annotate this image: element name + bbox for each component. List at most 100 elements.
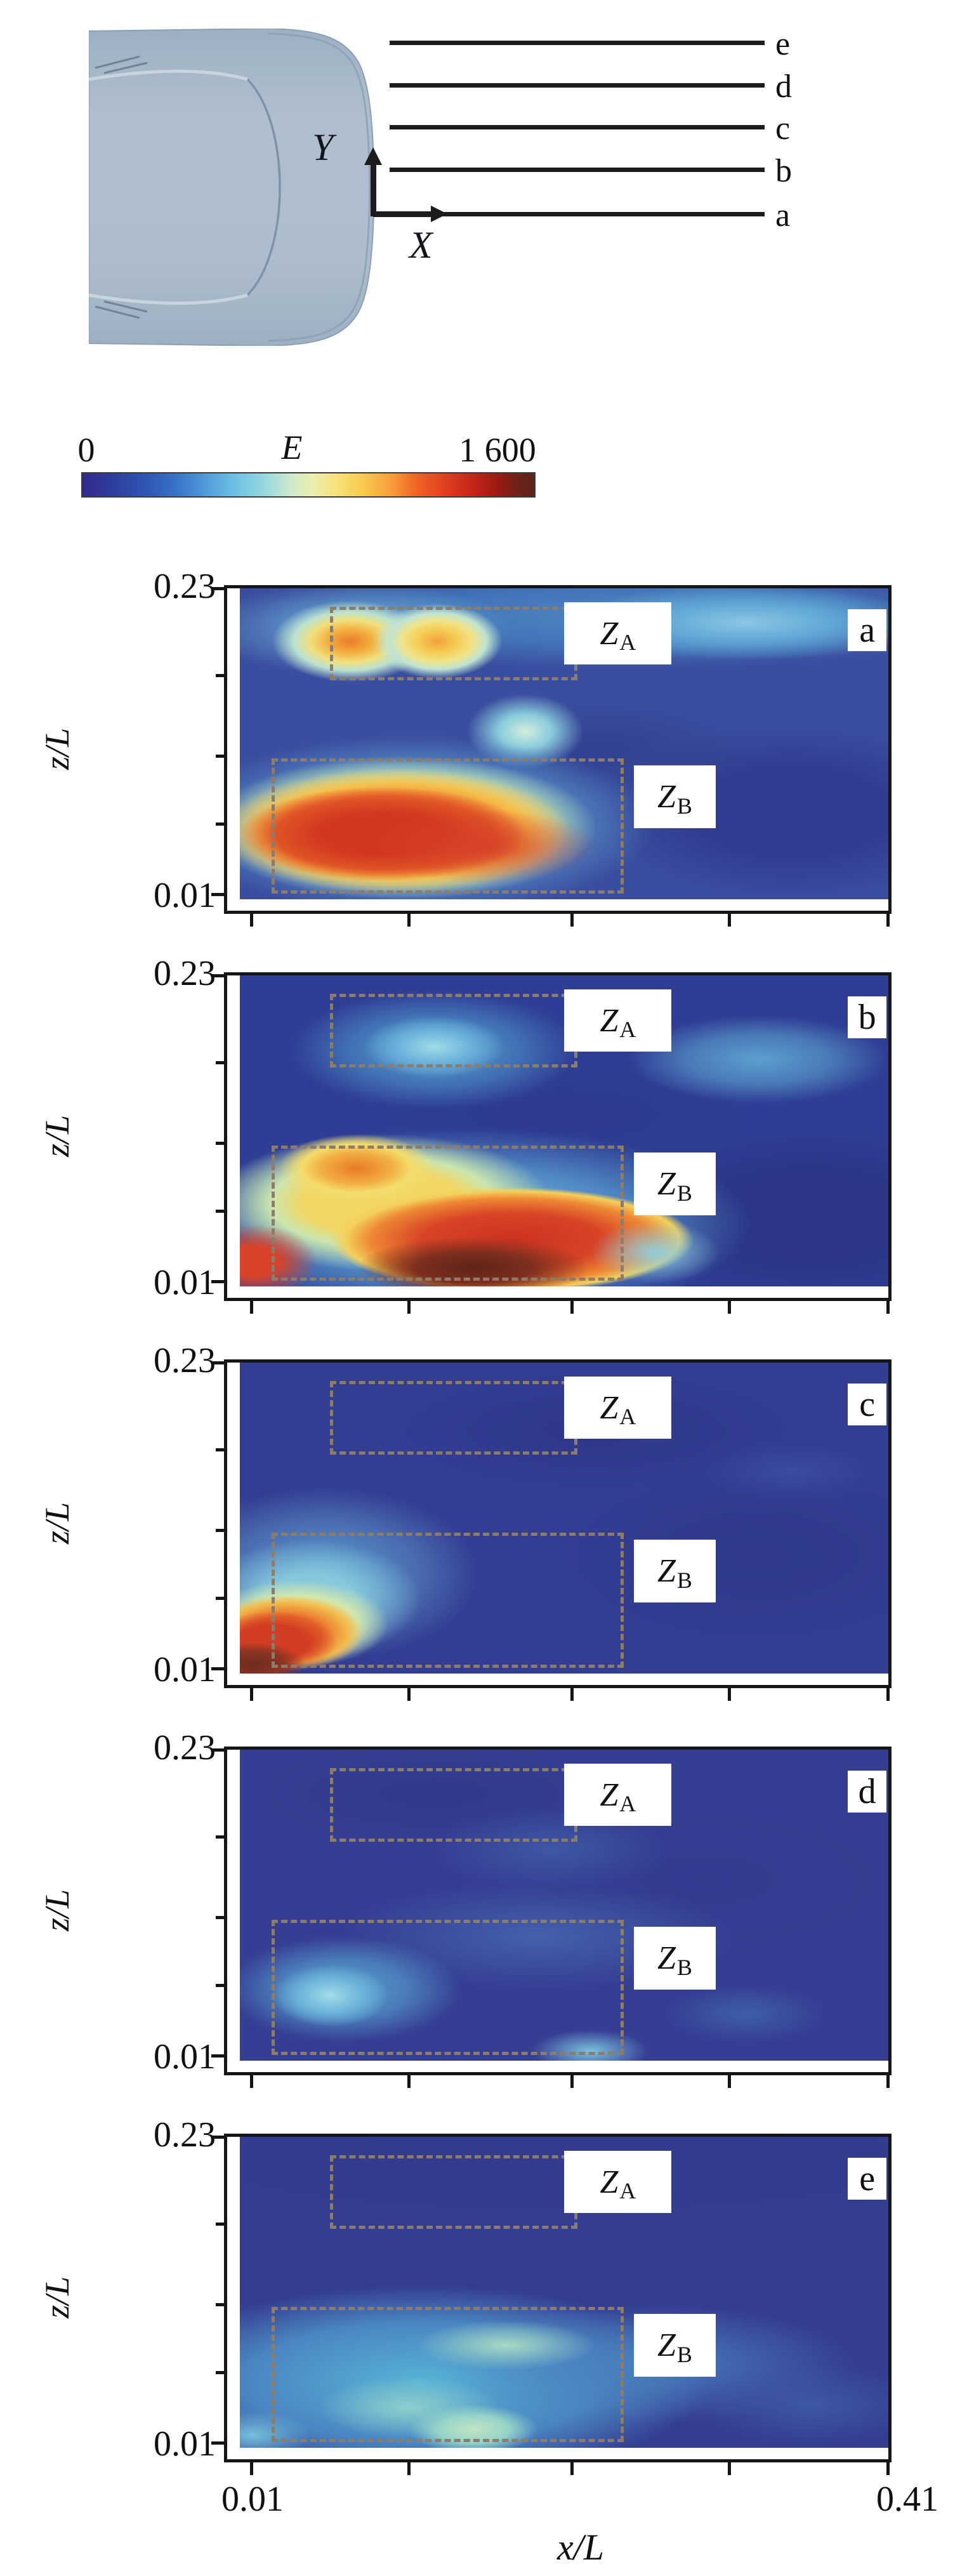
panel-letter-c: c <box>848 1384 886 1426</box>
zone-label-sub: A <box>619 1404 636 1430</box>
car-top-view <box>89 29 376 346</box>
zone-box-zb-d <box>271 1919 624 2055</box>
zone-label-sub: B <box>676 793 692 819</box>
zone-label-sub: B <box>676 1180 692 1206</box>
zone-label-main: Z <box>600 615 619 652</box>
x-tick-label-left: 0.01 <box>221 2480 284 2519</box>
z-axis-tick <box>216 1529 224 1532</box>
zone-label-sub: B <box>676 1568 692 1594</box>
zone-label-main: Z <box>600 1002 619 1039</box>
x-axis-tick <box>570 1301 574 1314</box>
colorbar-gradient <box>81 472 536 498</box>
x-axis-tick <box>407 2462 411 2475</box>
probe-line-c <box>390 125 765 129</box>
contour-field-b <box>240 975 888 1286</box>
x-axis-tick <box>886 1301 890 1314</box>
x-axis-tick <box>886 2075 890 2088</box>
x-axis-tick <box>250 1688 253 1701</box>
zone-box-zb-a <box>271 758 624 894</box>
z-axis-tick <box>211 893 224 896</box>
z-axis-tick <box>216 1835 224 1839</box>
z-axis-title-c: z/L <box>38 1502 76 1545</box>
x-axis-tick <box>570 2075 574 2088</box>
zone-label-sub: A <box>619 1791 636 1817</box>
zone-label-main: Z <box>600 2163 619 2200</box>
z-axis-tick <box>216 2223 224 2226</box>
x-axis-tick <box>728 914 731 927</box>
zone-label-sub: B <box>676 1955 692 1981</box>
z-tick-bottom-b: 0.01 <box>154 1263 216 1302</box>
x-axis-tick <box>728 1301 731 1314</box>
zone-box-za-b <box>329 994 578 1067</box>
z-axis-tick <box>211 1361 224 1364</box>
panel-letter-b: b <box>848 996 886 1039</box>
probe-line-b <box>390 168 765 172</box>
z-axis-tick <box>216 2303 224 2306</box>
x-axis-tick <box>250 2462 253 2475</box>
x-axis-tick <box>250 914 253 927</box>
y-axis-arrowhead <box>364 147 382 165</box>
probe-line-label-b: b <box>775 153 792 189</box>
z-axis-tick <box>216 1984 224 1987</box>
x-axis-tick <box>407 2075 411 2088</box>
z-axis-tick <box>216 1210 224 1213</box>
z-axis-tick <box>216 755 224 758</box>
z-axis-tick <box>216 2371 224 2374</box>
z-axis-tick <box>211 1280 224 1283</box>
z-axis-tick <box>211 2054 224 2057</box>
panel-letter-a: a <box>848 609 886 652</box>
zone-label-main: Z <box>657 779 676 816</box>
z-tick-top-c: 0.23 <box>154 1341 216 1380</box>
x-axis-tick <box>728 2462 731 2475</box>
z-tick-bottom-c: 0.01 <box>154 1650 216 1689</box>
x-axis-tick <box>407 914 411 927</box>
probe-line-d <box>390 83 765 88</box>
zone-label-main: Z <box>600 1776 619 1813</box>
zone-label-main: Z <box>600 1389 619 1426</box>
colorbar-title: E <box>281 428 303 466</box>
zone-label-main: Z <box>657 1166 676 1203</box>
z-axis-tick <box>216 1916 224 1919</box>
z-tick-bottom-e: 0.01 <box>154 2424 216 2464</box>
x-axis-title: x/L <box>556 2526 605 2568</box>
x-tick-label-right: 0.41 <box>876 2480 938 2519</box>
probe-line-label-a: a <box>775 197 791 234</box>
x-axis-tick <box>407 1301 411 1314</box>
z-axis-tick <box>216 674 224 677</box>
z-axis-tick <box>216 1597 224 1600</box>
z-axis-title-d: z/L <box>38 1889 76 1932</box>
zone-box-zb-c <box>271 1532 624 1668</box>
z-tick-top-d: 0.23 <box>154 1728 216 1767</box>
x-axis-tick <box>250 2075 253 2088</box>
zone-box-zb-e <box>271 2306 624 2442</box>
zone-box-za-c <box>329 1381 578 1455</box>
z-axis-tick <box>211 974 224 977</box>
panel-letter-e: e <box>848 2158 886 2200</box>
probe-line-e <box>390 41 765 45</box>
zone-label-main: Z <box>657 1553 676 1590</box>
panel-letter-d: d <box>848 1771 886 1813</box>
x-axis-tick <box>570 2462 574 2475</box>
z-axis-tick <box>216 1448 224 1451</box>
y-axis-arrow-shaft <box>371 164 376 216</box>
x-axis-tick <box>407 1688 411 1701</box>
x-axis-tick <box>886 1688 890 1701</box>
colorbar-min-label: 0 <box>77 431 95 469</box>
z-axis-title-a: z/L <box>38 727 76 770</box>
probe-line-label-c: c <box>775 110 791 147</box>
probe-line-label-e: e <box>775 26 791 62</box>
colorbar-max-label: 1 600 <box>459 431 536 469</box>
